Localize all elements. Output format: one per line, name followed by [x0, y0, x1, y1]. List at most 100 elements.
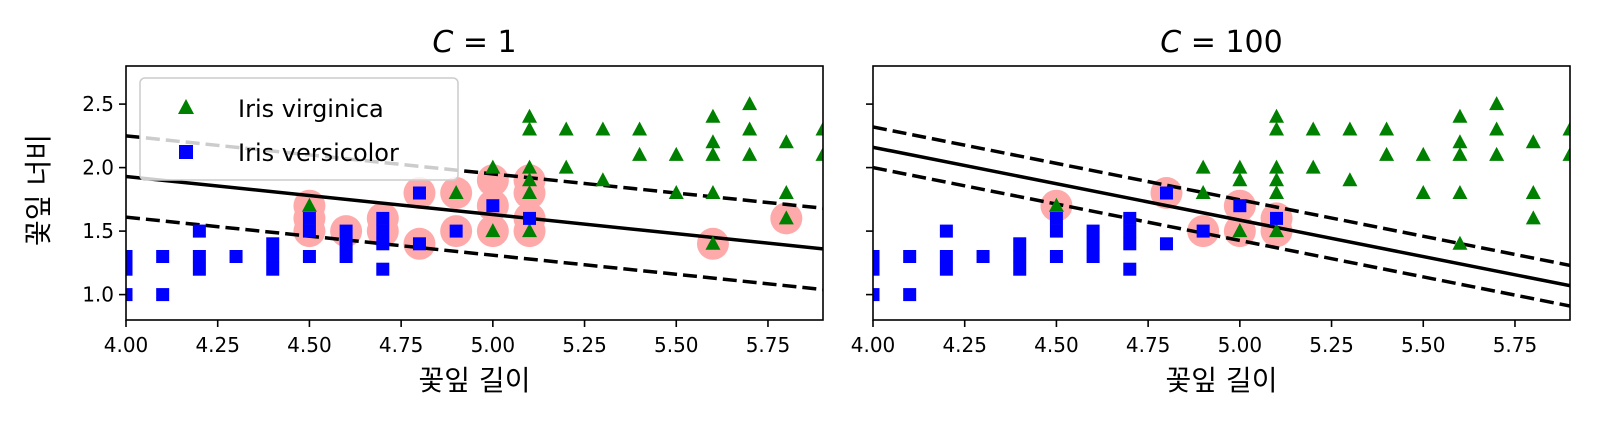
x-tick-label: 4.50	[1034, 333, 1079, 357]
versicolor-point	[1123, 211, 1137, 225]
x-tick-label: 5.75	[1493, 333, 1538, 357]
x-tick-label: 4.25	[195, 333, 240, 357]
virginica-point	[705, 134, 721, 149]
virginica-point	[301, 197, 317, 212]
versicolor-point	[126, 250, 133, 263]
plot-area	[126, 96, 823, 302]
x-tick-label: 5.50	[654, 333, 699, 357]
virginica-point	[705, 108, 721, 123]
virginica-point	[1305, 121, 1321, 136]
virginica-point	[1232, 223, 1248, 238]
x-tick-label: 5.25	[562, 333, 607, 357]
versicolor-point	[976, 250, 990, 263]
versicolor-point	[1013, 262, 1027, 276]
virginica-point	[1452, 185, 1468, 199]
virginica-point	[1489, 96, 1505, 111]
virginica-point	[668, 185, 684, 199]
x-tick-label: 5.75	[746, 333, 791, 357]
virginica-point	[1342, 121, 1358, 136]
legend-square-icon	[179, 145, 193, 159]
versicolor-point	[903, 288, 917, 302]
virginica-point	[705, 146, 721, 161]
virginica-point	[668, 146, 684, 161]
y-tick-label: 2.0	[82, 156, 114, 180]
chart-panel-1: 4.00 4.25 4.50 4.75 5.00 5.25 5.50 5.75 1.0 1.5 2.…	[82, 25, 824, 397]
x-tick-label: 4.50	[287, 333, 332, 357]
legend-box	[139, 77, 459, 181]
virginica-point	[705, 185, 721, 199]
virginica-point	[1489, 121, 1505, 136]
versicolor-point	[1086, 250, 1100, 263]
virginica-point	[632, 146, 648, 161]
versicolor-point	[1123, 224, 1137, 238]
versicolor-point	[302, 224, 316, 238]
virginica-point	[1269, 121, 1285, 136]
y-tick-label: 1.0	[82, 283, 114, 307]
versicolor-point	[192, 250, 206, 263]
virginica-point	[1452, 108, 1468, 123]
virginica-point	[522, 108, 538, 123]
virginica-point	[778, 134, 794, 149]
x-tick-label: 4.25	[942, 333, 987, 357]
virginica-point	[1379, 146, 1395, 161]
plot-frame	[872, 65, 1571, 321]
x-tick-label: 4.00	[851, 333, 896, 357]
virginica-point	[1525, 210, 1541, 225]
y-axis-label: 꽃잎 너비	[22, 134, 55, 246]
virginica-point	[705, 235, 721, 250]
versicolor-point	[126, 262, 133, 276]
versicolor-point	[449, 224, 463, 238]
versicolor-point	[1233, 199, 1247, 213]
versicolor-point	[376, 262, 390, 276]
virginica-point	[595, 172, 611, 187]
virginica-point	[632, 121, 648, 136]
versicolor-point	[156, 288, 170, 302]
virginica-point	[1525, 185, 1541, 199]
x-tick-label: 4.00	[104, 333, 149, 357]
virginica-point	[1452, 134, 1468, 149]
x-tick-label: 5.00	[1218, 333, 1263, 357]
chart-title: C = 100	[1160, 25, 1282, 60]
versicolor-point	[266, 237, 280, 251]
virginica-point	[1305, 159, 1321, 174]
virginica-point	[742, 96, 758, 111]
legend-label: Iris virginica	[238, 95, 384, 123]
x-tick-label: 5.50	[1401, 333, 1446, 357]
chart-panel-2: 4.00 4.25 4.50 4.75 5.00 5.25 5.50 5.75 꽃잎 길이 C =…	[851, 25, 1571, 397]
chart-title-variable: C	[1160, 25, 1181, 60]
legend-triangle-icon	[178, 99, 194, 114]
versicolor-point	[376, 237, 390, 251]
virginica-point	[1269, 172, 1285, 187]
virginica-point	[1269, 108, 1285, 123]
virginica-point	[1342, 172, 1358, 187]
y-tick-label: 2.5	[82, 92, 114, 116]
virginica-point	[815, 146, 823, 161]
virginica-point	[1195, 185, 1211, 199]
virginica-point	[1232, 172, 1248, 187]
versicolor-point	[412, 186, 426, 200]
y-tick-label: 1.5	[82, 219, 114, 243]
versicolor-point	[376, 224, 390, 238]
versicolor-point	[939, 262, 953, 276]
versicolor-point	[1013, 250, 1027, 263]
versicolor-point	[1086, 224, 1100, 238]
versicolor-point	[486, 199, 500, 213]
versicolor-point	[873, 250, 880, 263]
chart-title-variable: C	[432, 25, 453, 60]
virginica-point	[595, 121, 611, 136]
virginica-point	[1232, 159, 1248, 174]
x-tick-label: 4.75	[1126, 333, 1171, 357]
virginica-point	[1525, 134, 1541, 149]
plot-frame	[125, 65, 824, 321]
virginica-point	[1269, 185, 1285, 199]
virginica-point	[522, 159, 538, 174]
virginica-point	[558, 121, 574, 136]
versicolor-point	[1049, 211, 1063, 225]
margin-line	[126, 134, 823, 210]
virginica-point	[1415, 146, 1431, 161]
versicolor-point	[339, 224, 353, 238]
versicolor-point	[156, 250, 170, 263]
virginica-point	[522, 121, 538, 136]
virginica-point	[1489, 146, 1505, 161]
virginica-point	[1415, 185, 1431, 199]
